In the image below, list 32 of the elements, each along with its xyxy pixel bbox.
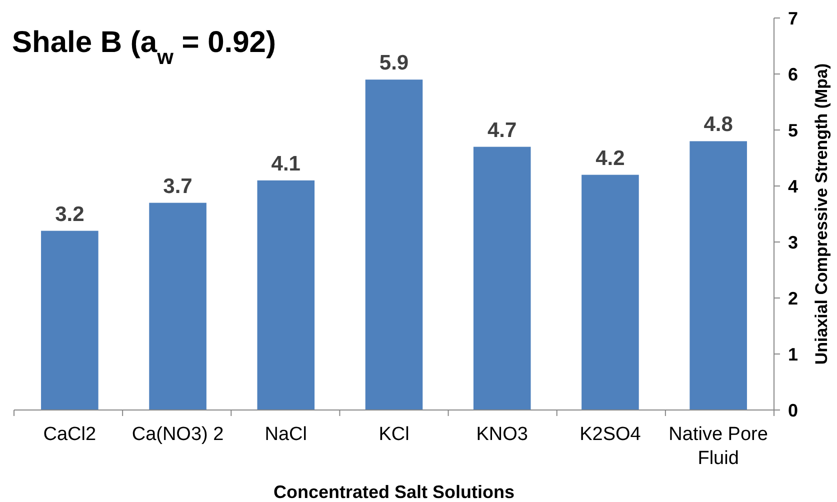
bar [582, 174, 639, 410]
data-label: 3.7 [163, 174, 192, 198]
y-tick-label: 7 [788, 8, 798, 28]
y-tick-label: 6 [788, 64, 798, 84]
bar [473, 146, 531, 410]
y-tick-label: 5 [788, 120, 798, 140]
chart-title: Shale B (a$_{w}$ = 0.92) [12, 26, 276, 68]
y-tick-label: 3 [788, 232, 798, 252]
data-label: 4.1 [271, 152, 301, 176]
x-axis-title: Concentrated Salt Solutions [273, 482, 515, 502]
data-label: 4.7 [488, 118, 517, 142]
x-tick-label: Native Pore Fluid [668, 424, 768, 469]
data-label: 5.9 [379, 52, 409, 75]
data-label: 3.2 [55, 202, 84, 226]
x-tick-label: KCl [378, 424, 410, 445]
x-tick-label: NaCl [264, 424, 308, 445]
y-tick-label: 1 [788, 344, 798, 364]
bar [365, 80, 423, 410]
y-tick-label: 4 [788, 176, 798, 196]
x-tick-label: Ca(NO3) 2 [132, 424, 224, 445]
data-label: 4.8 [704, 113, 734, 136]
x-tick-label: KNO3 [476, 424, 528, 445]
bar [257, 180, 315, 410]
y-axis-title: Uniaxial Compressive Strength (Mpa) [812, 63, 831, 365]
bar [149, 202, 206, 410]
data-label: 4.2 [596, 146, 625, 170]
y-tick-label: 2 [788, 288, 798, 308]
x-tick-label: K2SO4 [580, 424, 642, 445]
x-tick-label: CaCl2 [43, 424, 96, 445]
bar [41, 230, 98, 410]
bar [690, 141, 747, 410]
y-tick-label: 0 [788, 400, 798, 420]
